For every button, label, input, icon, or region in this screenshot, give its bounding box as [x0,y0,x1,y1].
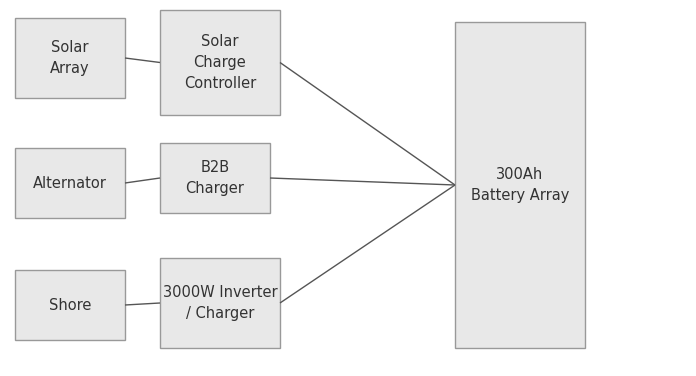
Text: Solar
Array: Solar Array [50,40,90,76]
Bar [160,143,270,213]
Bar [455,22,585,348]
Text: B2B
Charger: B2B Charger [186,160,244,196]
Text: Solar
Charge
Controller: Solar Charge Controller [184,34,256,91]
Bar [15,148,125,218]
Bar [15,18,125,98]
Bar [15,270,125,340]
Bar [160,258,280,348]
Text: Alternator: Alternator [33,176,107,191]
Text: Shore: Shore [49,297,91,312]
Bar [160,10,280,115]
Text: 300Ah
Battery Array: 300Ah Battery Array [470,167,569,203]
Text: 3000W Inverter
/ Charger: 3000W Inverter / Charger [163,285,277,321]
